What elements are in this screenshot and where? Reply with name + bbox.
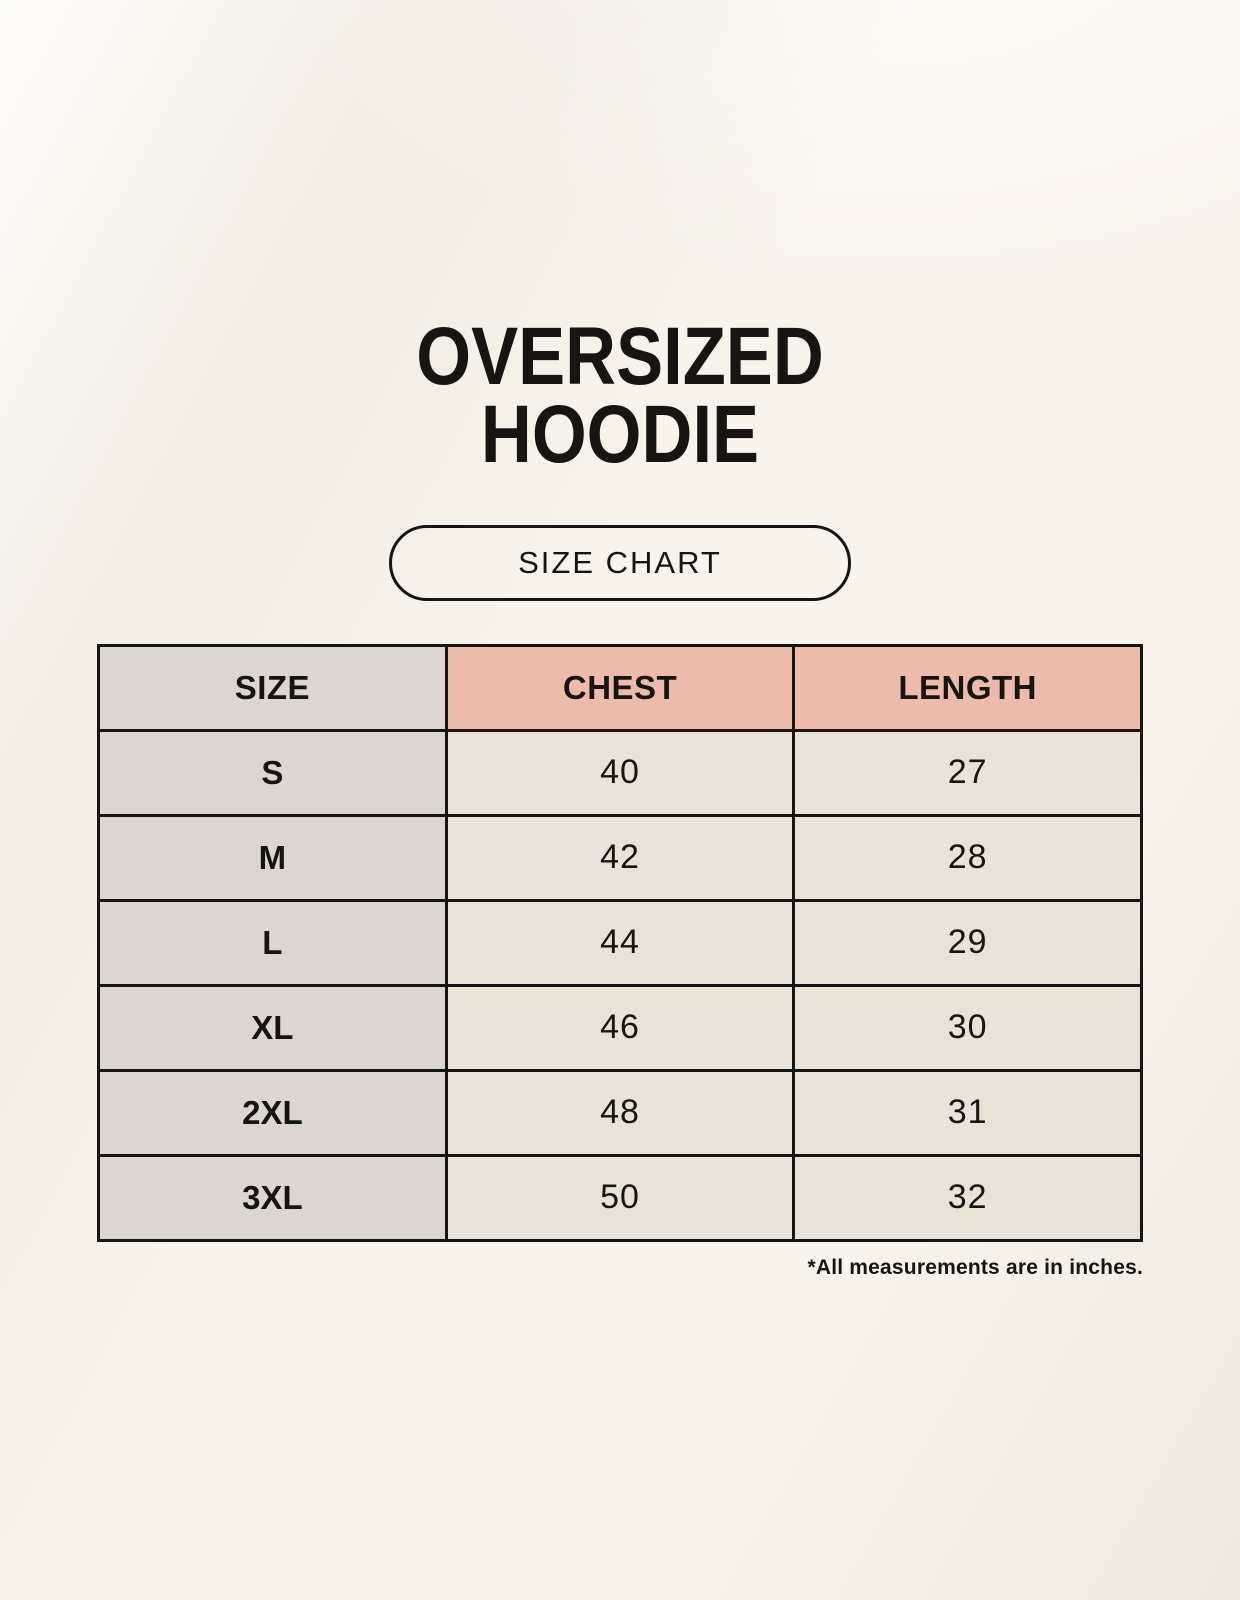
chest-cell: 42 — [444, 813, 796, 902]
size-chart-page: OVERSIZED HOODIE SIZE CHART SIZE CHEST L… — [0, 0, 1240, 1279]
length-cell: 30 — [792, 983, 1143, 1072]
chest-cell: 50 — [444, 1153, 796, 1242]
length-cell: 31 — [792, 1068, 1143, 1157]
table-row-2xl: 2XL 48 31 — [97, 1068, 1143, 1157]
table-row-s: S 40 27 — [97, 728, 1143, 817]
length-cell: 29 — [792, 898, 1143, 987]
chest-cell: 40 — [444, 728, 796, 817]
length-cell: 32 — [792, 1153, 1143, 1242]
table-row-3xl: 3XL 50 32 — [97, 1153, 1143, 1242]
size-cell: 3XL — [97, 1153, 448, 1242]
size-cell: L — [97, 898, 448, 987]
size-cell: S — [97, 728, 448, 817]
measurements-footnote: *All measurements are in inches. — [807, 1255, 1143, 1279]
size-cell: 2XL — [97, 1068, 448, 1157]
size-chart-table: SIZE CHEST LENGTH S 40 27 M 42 28 L 44 2… — [97, 643, 1143, 1242]
size-cell: M — [97, 813, 448, 902]
column-header-chest: CHEST — [444, 643, 796, 732]
chest-cell: 44 — [444, 898, 796, 987]
page-title-line1: OVERSIZED — [416, 311, 824, 402]
chest-cell: 46 — [444, 983, 796, 1072]
page-title: OVERSIZED HOODIE — [0, 0, 1240, 480]
length-cell: 27 — [792, 728, 1143, 817]
column-header-length: LENGTH — [792, 643, 1143, 732]
column-header-size: SIZE — [97, 643, 448, 732]
table-header-row: SIZE CHEST LENGTH — [97, 643, 1143, 732]
table-row-xl: XL 46 30 — [97, 983, 1143, 1072]
length-cell: 28 — [792, 813, 1143, 902]
table-row-m: M 42 28 — [97, 813, 1143, 902]
size-cell: XL — [97, 983, 448, 1072]
table-row-l: L 44 29 — [97, 898, 1143, 987]
chest-cell: 48 — [444, 1068, 796, 1157]
size-chart-button[interactable]: SIZE CHART — [389, 524, 851, 601]
page-title-line2: HOODIE — [480, 388, 760, 480]
